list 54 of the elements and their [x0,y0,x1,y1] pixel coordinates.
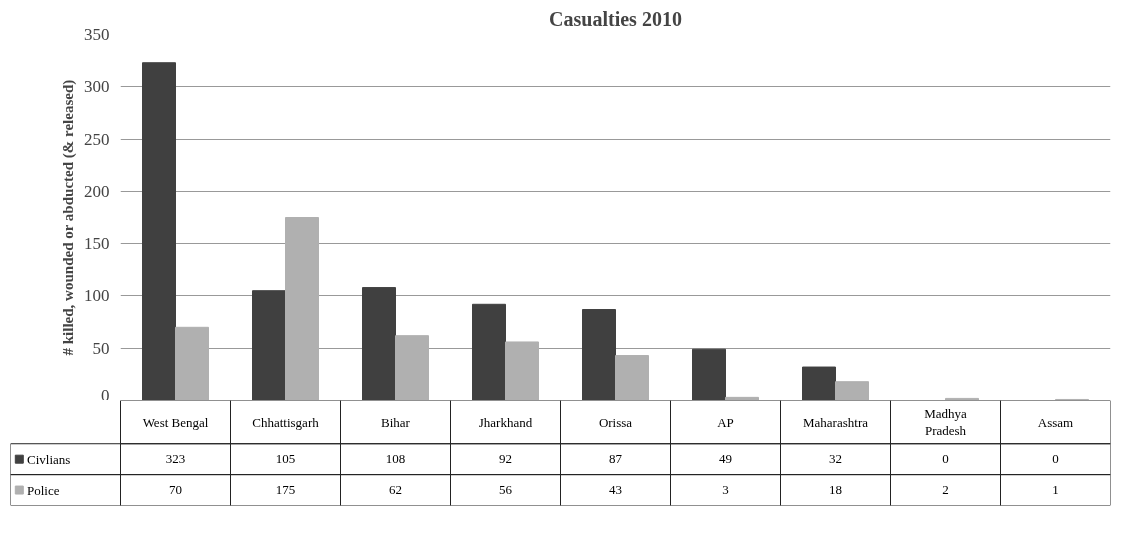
data-label: 49 [719,451,732,467]
data-label: 108 [385,451,406,467]
bar [505,341,539,400]
x-tick-label: Assam [1037,414,1074,430]
y-tick-label: 200 [84,181,110,201]
y-axis-title: # killed, wounded or abducted (& released) [60,79,77,356]
bar [615,355,649,400]
bar [725,396,759,400]
bar [692,348,726,400]
chart-title: Casualties 2010 [549,7,682,30]
bar [142,62,176,400]
data-label: 0 [942,451,949,467]
data-label: 70 [169,482,182,498]
bar [362,287,396,400]
legend-label: Civlians [27,451,71,467]
y-tick-label: 100 [84,286,110,306]
x-tick-label: Chhattisgarh [252,414,320,430]
y-tick-label: 300 [84,77,110,97]
y-tick-label: 350 [84,25,110,44]
bar [835,381,869,400]
data-label: 1 [1052,482,1059,498]
data-label: 18 [829,482,842,498]
legend-label: Police [27,482,60,498]
data-label: 62 [389,482,402,498]
data-label: 2 [942,482,949,498]
data-label: 32 [829,451,842,467]
x-tick-label: Maharashtra [803,414,869,430]
y-tick-label: 50 [92,338,110,358]
y-tick-label: 0 [101,385,110,405]
bar [582,309,616,400]
data-label: 323 [165,451,186,467]
data-label: 43 [609,482,622,498]
data-label: 92 [499,451,512,467]
bar [252,290,286,400]
data-label: 87 [609,451,623,467]
bar [395,335,429,400]
data-label: 0 [1052,451,1059,467]
x-tick-label: Orissa [598,414,633,430]
data-label: 105 [275,451,296,467]
x-tick-label: Bihar [381,414,411,430]
bar [802,366,836,400]
x-tick-label: Madhya Pradesh [924,406,968,438]
data-label: 175 [275,482,296,498]
bar [945,397,979,400]
y-tick-label: 150 [84,234,110,254]
bar [285,217,319,400]
data-label: 56 [499,482,513,498]
data-label: 3 [722,482,729,498]
x-tick-label: Jharkhand [478,414,533,430]
x-tick-label: West Bengal [142,414,209,430]
bar [175,326,209,400]
bar [472,303,506,400]
x-tick-label: AP [717,414,734,430]
y-tick-label: 250 [84,129,110,149]
